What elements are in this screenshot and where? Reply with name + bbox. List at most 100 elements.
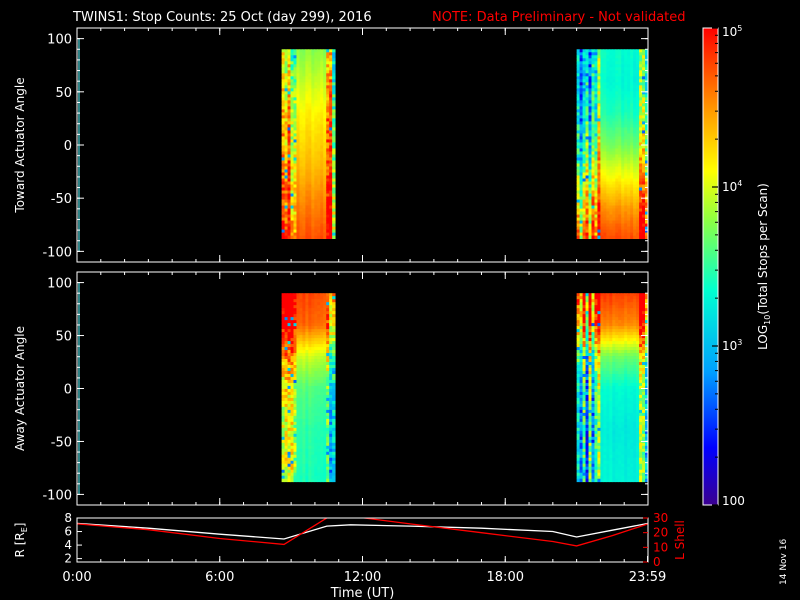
heatmap-cell (299, 205, 303, 209)
heatmap-cell (326, 391, 330, 396)
heatmap-cell (293, 397, 297, 402)
heatmap-cell (645, 199, 649, 203)
heatmap-cell (597, 335, 601, 339)
heatmap-cell (597, 82, 601, 86)
heatmap-cell (290, 382, 294, 387)
heatmap-cell (636, 64, 640, 68)
heatmap-cell (326, 418, 330, 423)
heatmap-cell (302, 166, 306, 170)
heatmap-cell (284, 320, 288, 324)
heatmap-cell (311, 445, 315, 450)
heatmap-cell (621, 67, 625, 71)
heatmap-cell (305, 199, 309, 203)
heatmap-cell (597, 350, 601, 354)
heatmap-cell (290, 347, 294, 351)
heatmap-cell (290, 157, 294, 161)
heatmap-cell (612, 115, 616, 119)
heatmap-cell (290, 469, 294, 474)
heatmap-cell (332, 433, 336, 438)
heatmap-cell (317, 154, 321, 158)
heatmap-cell (302, 347, 306, 351)
heatmap-cell (585, 214, 589, 218)
heatmap-cell (299, 406, 303, 411)
heatmap-cell (582, 67, 586, 71)
heatmap-cell (332, 163, 336, 167)
heatmap-cell (314, 451, 318, 456)
heatmap-cell (618, 442, 622, 447)
heatmap-cell (320, 448, 324, 453)
heatmap-cell (621, 49, 625, 53)
heatmap-cell (642, 109, 646, 113)
heatmap-cell (597, 214, 601, 218)
heatmap-cell (308, 82, 312, 86)
heatmap-cell (308, 73, 312, 77)
heatmap-cell (609, 308, 613, 312)
heatmap-cell (296, 359, 300, 363)
heatmap-cell (621, 118, 625, 122)
heatmap-cell (600, 184, 604, 188)
heatmap-cell (299, 445, 303, 450)
heatmap-cell (582, 226, 586, 230)
heatmap-cell (639, 112, 643, 116)
heatmap-cell (594, 145, 598, 149)
heatmap-cell (296, 184, 300, 188)
heatmap-cell (600, 302, 604, 306)
heatmap-cell (624, 314, 628, 318)
heatmap-cell (606, 433, 610, 438)
heatmap-cell (585, 49, 589, 53)
heatmap-cell (618, 347, 622, 351)
heatmap-cell (618, 163, 622, 167)
heatmap-cell (284, 388, 288, 393)
heatmap-cell (627, 175, 631, 179)
heatmap-cell (287, 76, 291, 80)
heatmap-cell (314, 133, 318, 137)
heatmap-cell (320, 106, 324, 110)
heatmap-cell (645, 148, 649, 152)
heatmap-cell (296, 151, 300, 155)
heatmap-cell (320, 314, 324, 318)
heatmap-cell (576, 397, 580, 402)
heatmap-cell (311, 94, 315, 98)
heatmap-cell (320, 214, 324, 218)
heatmap-cell (612, 139, 616, 143)
heatmap-cell (588, 293, 592, 297)
heatmap-cell (308, 85, 312, 89)
heatmap-cell (302, 341, 306, 345)
heatmap-cell (317, 115, 321, 119)
heatmap-cell (296, 341, 300, 345)
heatmap-cell (642, 82, 646, 86)
heatmap-cell (579, 400, 583, 405)
heatmap-cell (609, 112, 613, 116)
heatmap-cell (281, 430, 285, 435)
heatmap-cell (612, 370, 616, 375)
heatmap-cell (588, 397, 592, 402)
heatmap-cell (302, 154, 306, 158)
heatmap-cell (603, 235, 607, 239)
heatmap-cell (287, 199, 291, 203)
heatmap-cell (624, 442, 628, 447)
heatmap-cell (296, 332, 300, 336)
heatmap-cell (606, 379, 610, 384)
heatmap-cell (299, 61, 303, 65)
heatmap-cell (284, 106, 288, 110)
heatmap-cell (597, 362, 601, 366)
heatmap-cell (329, 463, 333, 468)
heatmap-cell (293, 439, 297, 444)
heatmap-cell (591, 314, 595, 318)
heatmap-cell (576, 356, 580, 360)
heatmap-cell (585, 145, 589, 149)
heatmap-cell (281, 323, 285, 327)
heatmap-cell (281, 235, 285, 239)
heatmap-cell (582, 151, 586, 155)
heatmap-cell (603, 112, 607, 116)
heatmap-cell (606, 106, 610, 110)
heatmap-cell (287, 317, 291, 321)
heatmap-cell (290, 424, 294, 429)
heatmap-cell (630, 91, 634, 95)
heatmap-cell (597, 130, 601, 134)
heatmap-cell (323, 472, 327, 477)
heatmap-cell (615, 293, 619, 297)
heatmap-cell (302, 145, 306, 149)
heatmap-cell (588, 100, 592, 104)
heatmap-cell (311, 430, 315, 435)
